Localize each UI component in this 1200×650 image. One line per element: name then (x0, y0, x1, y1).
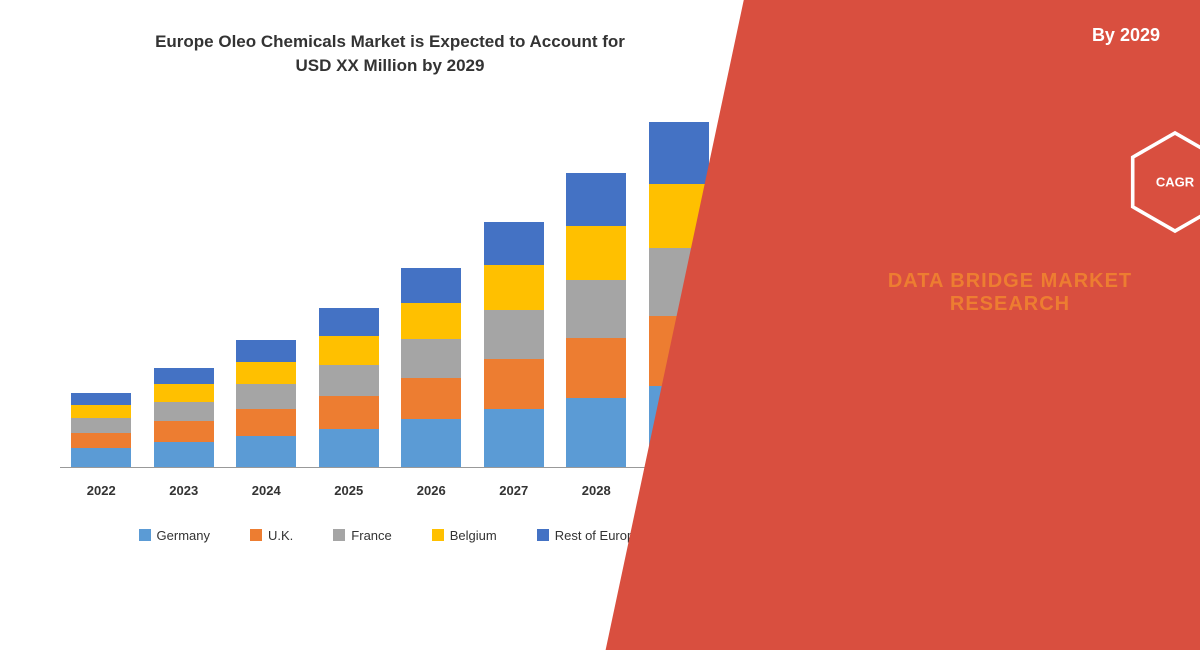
bar-segment (401, 419, 461, 466)
bar-group (71, 393, 131, 467)
bar-segment (484, 265, 544, 310)
forecast-year-header: By 2029 (1092, 25, 1160, 46)
x-axis-label: 2023 (154, 483, 214, 498)
x-axis-label: 2028 (566, 483, 626, 498)
bar-group (236, 340, 296, 467)
bar-group (484, 222, 544, 467)
bar-segment (319, 336, 379, 365)
legend-label: U.K. (268, 528, 293, 543)
bar-segment (649, 122, 709, 184)
legend-swatch (250, 529, 262, 541)
legend-item: Rest of Europe (537, 528, 642, 543)
chart-area: 20222023202420252026202720282029 (40, 108, 740, 508)
brand-line-1: DATA BRIDGE MARKET (888, 270, 1132, 292)
bar-segment (566, 280, 626, 338)
x-axis-label: 2024 (236, 483, 296, 498)
legend-item: Belgium (432, 528, 497, 543)
legend-swatch (333, 529, 345, 541)
title-line-2: USD XX Million by 2029 (296, 56, 485, 75)
bar-segment (484, 310, 544, 358)
bar-segment (401, 268, 461, 303)
bar-segment (401, 303, 461, 339)
bar-group (566, 173, 626, 466)
brand-line-2: RESEARCH (950, 293, 1070, 315)
bar-segment (154, 402, 214, 422)
bars-container (60, 118, 720, 468)
bar-segment (484, 359, 544, 409)
bar-group (401, 268, 461, 467)
legend-swatch (432, 529, 444, 541)
legend-item: France (333, 528, 391, 543)
brand-text: DATA BRIDGE MARKET RESEARCH (870, 270, 1150, 316)
bar-segment (71, 418, 131, 432)
chart-title: Europe Oleo Chemicals Market is Expected… (40, 30, 740, 78)
bar-group (154, 368, 214, 467)
bar-segment (236, 362, 296, 385)
bar-segment (319, 365, 379, 396)
legend-label: Belgium (450, 528, 497, 543)
legend-label: Germany (157, 528, 210, 543)
bar-segment (236, 436, 296, 467)
legend-item: Germany (139, 528, 210, 543)
bar-segment (484, 409, 544, 467)
bar-segment (401, 339, 461, 378)
bar-segment (484, 222, 544, 265)
bar-segment (154, 421, 214, 442)
legend-swatch (537, 529, 549, 541)
bar-segment (566, 173, 626, 226)
bar-segment (319, 308, 379, 336)
bar-segment (236, 340, 296, 362)
bar-segment (71, 405, 131, 418)
bar-segment (154, 442, 214, 467)
bar-segment (236, 409, 296, 436)
bar-segment (566, 226, 626, 281)
bar-segment (71, 393, 131, 405)
bar-segment (154, 368, 214, 384)
legend-label: France (351, 528, 391, 543)
info-panel: By 2029 CAGR XX% DATA BRIDGE MARKET RESE… (780, 0, 1200, 600)
bar-segment (236, 384, 296, 409)
bar-segment (71, 448, 131, 467)
hexagon-cagr: CAGR (1130, 130, 1200, 234)
bar-segment (566, 338, 626, 398)
bar-segment (319, 396, 379, 429)
x-axis-label: 2025 (319, 483, 379, 498)
bar-group (319, 308, 379, 466)
bar-segment (71, 433, 131, 448)
x-axis-label: 2027 (484, 483, 544, 498)
bar-segment (566, 398, 626, 467)
bar-segment (319, 429, 379, 467)
legend-swatch (139, 529, 151, 541)
hex-cagr-label: CAGR (1156, 175, 1194, 190)
bar-segment (154, 384, 214, 402)
bar-segment (401, 378, 461, 419)
legend-item: U.K. (250, 528, 293, 543)
x-axis-label: 2026 (401, 483, 461, 498)
title-line-1: Europe Oleo Chemicals Market is Expected… (155, 32, 625, 51)
x-axis-label: 2022 (71, 483, 131, 498)
x-axis-labels: 20222023202420252026202720282029 (60, 483, 720, 498)
